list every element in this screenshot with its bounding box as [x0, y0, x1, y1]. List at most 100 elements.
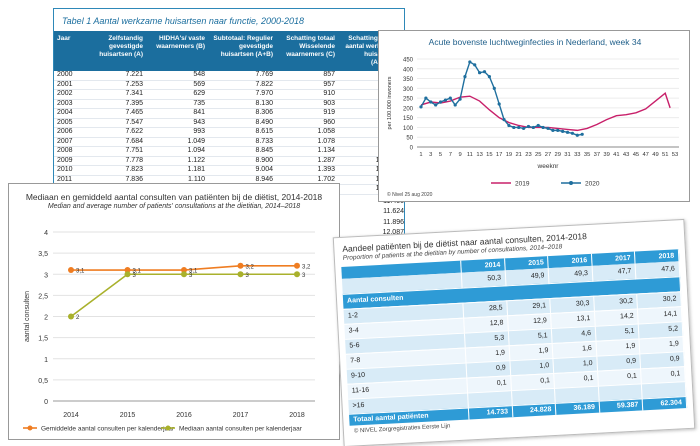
legend-label: Mediaan aantal consulten per kalenderjaa… [179, 426, 303, 433]
x-tick-label: 27 [545, 152, 551, 158]
table-cell: 8.615 [208, 127, 276, 138]
x-tick-label: 35 [584, 152, 590, 158]
data-point [68, 313, 74, 320]
data-point [507, 123, 511, 128]
x-tick-label: 53 [672, 152, 678, 158]
y-tick-label: 150 [403, 116, 414, 122]
table-cell: 7.778 [94, 156, 146, 166]
consultation-share-source: © NIVEL Zorgregistraties Eerste Lijn [353, 423, 451, 435]
data-point [237, 262, 244, 269]
data-label: 3 [246, 273, 250, 279]
data-point [448, 96, 452, 100]
y-tick-label: 0 [410, 146, 414, 152]
x-tick-label: 17 [496, 152, 502, 158]
legend-marker [27, 425, 33, 431]
y-tick-label: 1 [44, 357, 48, 364]
total-value: 14.733 [468, 405, 513, 420]
data-point [575, 133, 579, 137]
x-tick-label: 39 [603, 152, 609, 158]
legend-label: 2020 [585, 181, 600, 188]
consultations-chart-card: Mediaan en gemiddeld aantal consulten va… [8, 183, 340, 440]
table-cell: 2003 [54, 99, 94, 109]
data-point [434, 103, 438, 107]
table-cell: 569 [146, 80, 208, 90]
table-cell: 919 [276, 108, 338, 119]
table-cell: 857 [276, 71, 338, 81]
table-cell: 841 [146, 108, 208, 119]
extra-total-value: 11.896 [383, 218, 404, 226]
table-cell: 2002 [54, 89, 94, 100]
y-tick-label: 250 [403, 97, 414, 103]
table-cell: 2007 [54, 137, 94, 147]
data-point [463, 75, 467, 79]
table-cell: 903 [276, 99, 338, 109]
table1-header-3: Subtotaal: Regulier gevestigde huisartse… [208, 31, 276, 71]
x-tick-label: 51 [662, 152, 668, 158]
data-point [482, 70, 487, 74]
data-point [478, 71, 482, 75]
table-cell: 2010 [54, 165, 94, 176]
y-tick-label: 3 [44, 272, 48, 279]
data-point [517, 125, 521, 130]
respiratory-infections-chart-card: Acute bovenste luchtweginfecties in Nede… [378, 30, 690, 202]
y-axis-label: aantal consulten [24, 291, 31, 342]
data-point [237, 271, 244, 278]
table-cell: 7.547 [94, 118, 146, 128]
data-point [531, 125, 535, 130]
x-tick-label: 47 [642, 152, 648, 158]
y-tick-label: 0 [44, 399, 48, 406]
data-point [556, 128, 560, 132]
data-label: 2 [76, 315, 80, 321]
x-tick-label: 45 [633, 152, 639, 158]
table-cell: 1.393 [276, 165, 338, 176]
table-cell: 2004 [54, 108, 94, 119]
data-point [492, 86, 496, 90]
extra-total-value: 12.087 [382, 228, 404, 236]
data-label: 3 [302, 273, 306, 279]
x-tick-label: 11 [467, 152, 473, 158]
x-tick-label: 25 [535, 152, 541, 158]
x-tick-label: 2014 [63, 412, 79, 419]
y-tick-label: 300 [403, 87, 414, 93]
data-label: 3,2 [246, 264, 255, 270]
y-tick-label: 50 [406, 136, 413, 142]
x-tick-label: 9 [458, 152, 461, 158]
table-cell: 8.130 [208, 99, 276, 109]
table-cell: 8.845 [208, 146, 276, 157]
data-label: 3,1 [76, 269, 85, 275]
data-point [546, 126, 550, 131]
table-cell: 1.049 [146, 137, 208, 147]
y-tick-label: 2,5 [38, 293, 48, 300]
legend-marker [569, 181, 573, 185]
x-axis-label: weeknr [537, 163, 560, 170]
data-point [443, 98, 448, 102]
data-point [68, 267, 74, 274]
table-cell: 7.769 [208, 71, 276, 81]
table-cell: 2008 [54, 146, 94, 157]
legend-label: 2019 [515, 181, 530, 188]
x-tick-label: 49 [652, 152, 658, 158]
data-point [124, 267, 131, 274]
table-cell: 2009 [54, 156, 94, 166]
data-point [487, 75, 491, 79]
table-cell: 7.395 [94, 99, 146, 109]
table-cell: 943 [146, 118, 208, 128]
table-cell: 2006 [54, 127, 94, 138]
table-cell: 548 [146, 71, 208, 81]
y-tick-label: 2 [44, 315, 48, 322]
series-line-0 [420, 92, 671, 132]
data-point [565, 130, 570, 134]
y-tick-label: 400 [403, 67, 414, 73]
consultation-share-table-card: Aandeel patiënten bij de diëtist naar aa… [332, 218, 696, 446]
consultations-chart-title: Mediaan en gemiddeld aantal consulten va… [25, 192, 323, 202]
data-point [429, 100, 433, 104]
x-tick-label: 23 [525, 152, 531, 158]
consultation-share-table: 2014 2015 2016 2017 2018 50,3 49,9 49,3 47,7 47,… [341, 249, 687, 426]
x-tick-label: 29 [555, 152, 561, 158]
x-tick-label: 1 [419, 152, 422, 158]
